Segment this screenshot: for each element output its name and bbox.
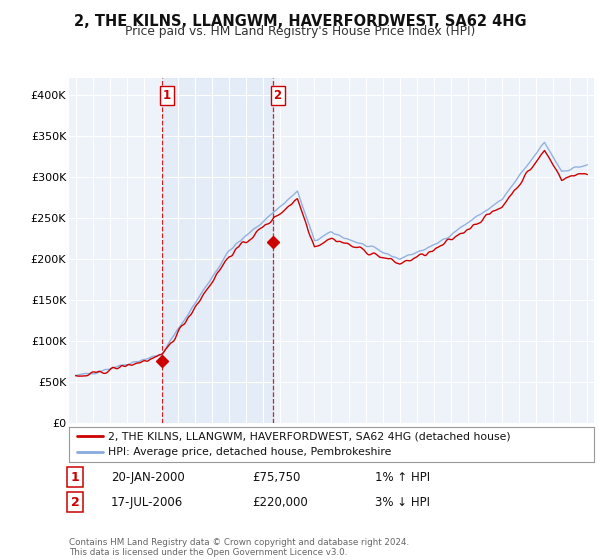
Text: 20-JAN-2000: 20-JAN-2000	[111, 470, 185, 484]
Text: 17-JUL-2006: 17-JUL-2006	[111, 496, 183, 509]
Text: Contains HM Land Registry data © Crown copyright and database right 2024.
This d: Contains HM Land Registry data © Crown c…	[69, 538, 409, 557]
Text: 3% ↓ HPI: 3% ↓ HPI	[375, 496, 430, 509]
Text: Price paid vs. HM Land Registry's House Price Index (HPI): Price paid vs. HM Land Registry's House …	[125, 25, 475, 38]
Text: 2: 2	[274, 88, 281, 102]
Text: 2, THE KILNS, LLANGWM, HAVERFORDWEST, SA62 4HG: 2, THE KILNS, LLANGWM, HAVERFORDWEST, SA…	[74, 14, 526, 29]
Text: 1: 1	[71, 470, 79, 484]
Bar	[162, 78, 272, 423]
Text: £220,000: £220,000	[252, 496, 308, 509]
Text: 1% ↑ HPI: 1% ↑ HPI	[375, 470, 430, 484]
Text: 1: 1	[163, 88, 171, 102]
Text: HPI: Average price, detached house, Pembrokeshire: HPI: Average price, detached house, Pemb…	[109, 447, 392, 458]
Text: £75,750: £75,750	[252, 470, 301, 484]
Text: 2, THE KILNS, LLANGWM, HAVERFORDWEST, SA62 4HG (detached house): 2, THE KILNS, LLANGWM, HAVERFORDWEST, SA…	[109, 431, 511, 441]
Text: 2: 2	[71, 496, 79, 509]
